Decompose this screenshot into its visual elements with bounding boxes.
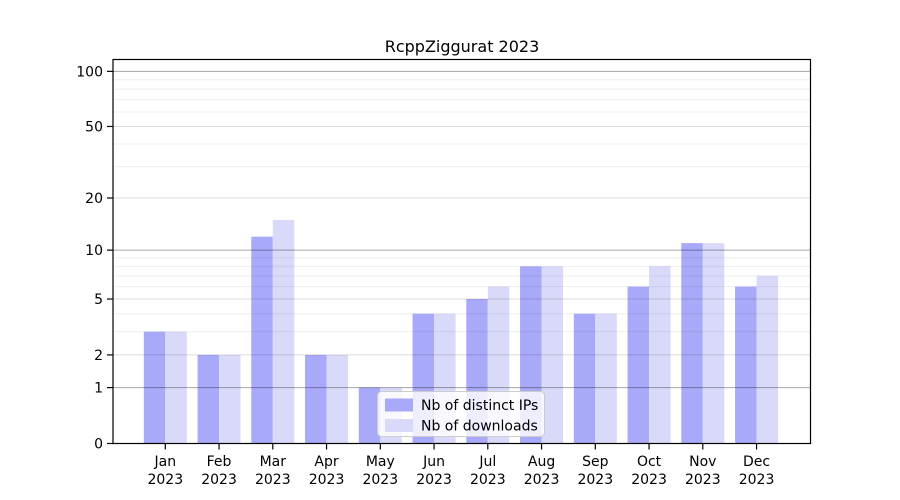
plot-frame (112, 58, 812, 445)
legend-label-distinct-ips: Nb of distinct IPs (421, 398, 538, 414)
x-tick-label-month-dec: Dec (743, 454, 770, 470)
x-tick-label-year-aug: 2023 (524, 472, 560, 488)
x-tick-label-year-jul: 2023 (470, 472, 506, 488)
bar-downloads-dec (756, 275, 779, 444)
legend-swatch-distinct-ips (385, 398, 413, 412)
x-tick-label-year-mar: 2023 (255, 472, 291, 488)
bar-distinct-ips-mar (251, 236, 273, 444)
bar-distinct-ips-dec (735, 286, 757, 444)
x-tick-label-month-mar: Mar (260, 454, 287, 470)
x-tick-label-month-jan: Jan (154, 454, 177, 470)
legend-swatch-downloads (385, 419, 413, 432)
bar-distinct-ips-nov (681, 243, 703, 444)
x-tick-label-year-oct: 2023 (631, 472, 667, 488)
bar-distinct-ips-feb (197, 354, 220, 444)
y-tick-label-2: 2 (94, 348, 103, 364)
x-tick-label-month-feb: Feb (207, 454, 232, 470)
x-tick-label-month-aug: Aug (528, 454, 555, 470)
y-tick-label-0: 0 (94, 437, 103, 453)
x-tick-label-month-oct: Oct (637, 454, 662, 470)
y-tick-label-50: 50 (85, 119, 103, 135)
x-tick-label-year-feb: 2023 (201, 472, 237, 488)
bar-downloads-sep (595, 313, 617, 444)
chart-title: RcppZiggurat 2023 (385, 37, 540, 56)
x-tick-label-year-jan: 2023 (147, 472, 183, 488)
y-tick-label-1: 1 (94, 381, 103, 397)
x-tick-label-year-apr: 2023 (309, 472, 345, 488)
x-tick-label-month-jun: Jun (422, 454, 445, 470)
y-tick-label-100: 100 (76, 64, 103, 80)
bar-distinct-ips-apr (305, 354, 327, 444)
y-tick-label-10: 10 (85, 243, 103, 259)
x-tick-label-year-dec: 2023 (739, 472, 775, 488)
x-tick-label-month-jul: Jul (478, 454, 496, 470)
x-tick-label-year-sep: 2023 (577, 472, 613, 488)
bar-downloads-feb (219, 354, 241, 444)
bar-distinct-ips-oct (627, 286, 650, 444)
legend-label-downloads: Nb of downloads (421, 419, 538, 435)
x-tick-label-month-sep: Sep (582, 454, 609, 470)
x-tick-label-year-nov: 2023 (685, 472, 721, 488)
x-tick-label-year-may: 2023 (362, 472, 398, 488)
bar-distinct-ips-sep (573, 313, 596, 444)
y-tick-label-20: 20 (85, 191, 103, 207)
legend-box (377, 391, 545, 437)
x-tick-label-year-jun: 2023 (416, 472, 452, 488)
y-tick-label-5: 5 (94, 292, 103, 308)
bar-distinct-ips-may (358, 387, 381, 444)
x-tick-label-month-nov: Nov (689, 454, 716, 470)
bar-downloads-apr (326, 354, 349, 444)
x-tick-label-month-apr: Apr (314, 454, 338, 470)
bar-downloads-nov (702, 243, 725, 444)
x-tick-label-month-may: May (366, 454, 395, 470)
